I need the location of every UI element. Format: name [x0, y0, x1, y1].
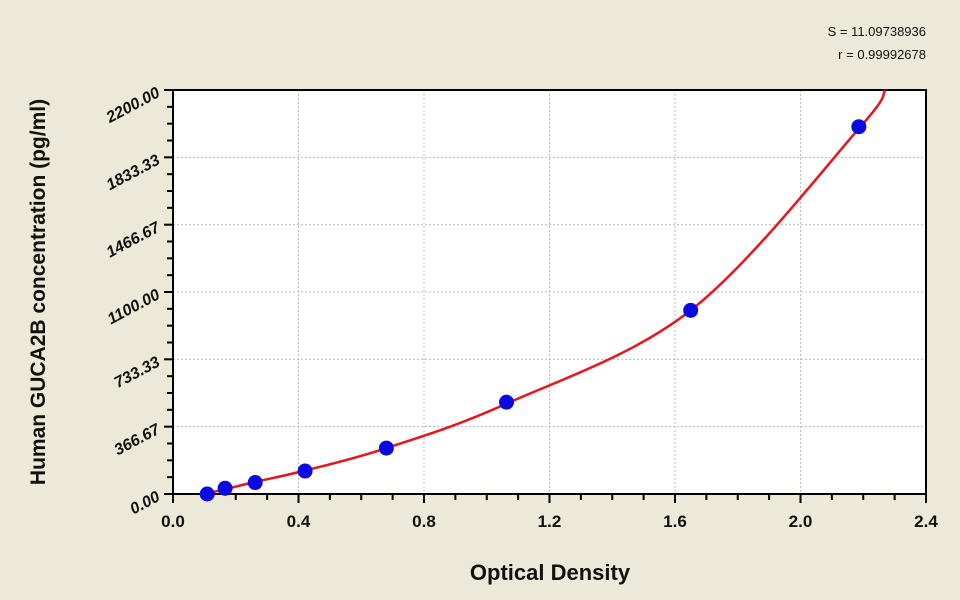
y-tick-label: 1466.67 — [104, 219, 164, 262]
x-tick-label: 2.4 — [914, 512, 938, 531]
x-tick-label: 2.0 — [789, 512, 813, 531]
y-tick-label: 733.33 — [112, 354, 163, 392]
data-point — [851, 119, 867, 135]
data-point — [217, 480, 233, 496]
s-statistic: S = 11.09738936 — [827, 24, 926, 39]
x-axis-label: Optical Density — [470, 560, 631, 585]
x-tick-label: 0.0 — [161, 512, 185, 531]
y-tick-label: 2200.00 — [103, 84, 163, 127]
data-point — [199, 486, 215, 502]
x-tick-label: 0.8 — [412, 512, 436, 531]
data-point — [247, 475, 263, 491]
x-tick-label: 1.6 — [663, 512, 687, 531]
data-point — [378, 440, 394, 456]
y-tick-label: 0.00 — [127, 488, 163, 518]
x-tick-label: 0.4 — [287, 512, 311, 531]
r-statistic: r = 0.99992678 — [838, 47, 926, 62]
data-point — [683, 302, 699, 318]
y-tick-label: 1833.33 — [104, 152, 163, 194]
data-point — [297, 463, 313, 479]
y-axis-label: Human GUCA2B concentration (pg/ml) — [27, 99, 50, 485]
y-tick-label: 366.67 — [112, 421, 164, 460]
data-point — [499, 394, 515, 410]
y-tick-label: 1100.00 — [105, 286, 163, 328]
x-tick-label: 1.2 — [538, 512, 562, 531]
